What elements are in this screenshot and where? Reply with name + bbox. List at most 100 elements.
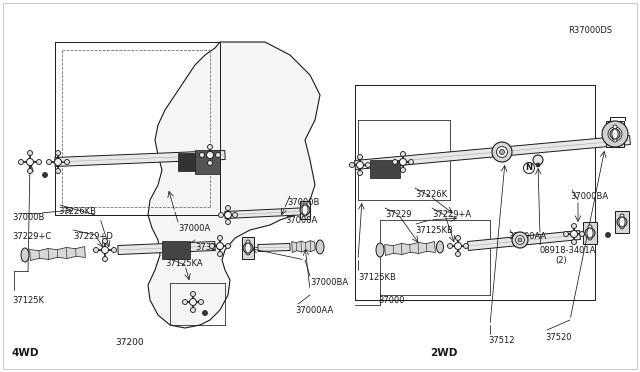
Ellipse shape [612, 129, 618, 139]
Ellipse shape [245, 243, 251, 253]
Circle shape [572, 224, 577, 228]
Circle shape [456, 235, 461, 241]
Circle shape [303, 203, 307, 207]
Ellipse shape [21, 248, 29, 262]
Circle shape [356, 161, 364, 169]
Circle shape [232, 212, 237, 218]
Text: 37000A: 37000A [178, 224, 211, 233]
Circle shape [401, 167, 406, 173]
Text: R37000DS: R37000DS [568, 26, 612, 35]
Circle shape [200, 153, 205, 157]
Polygon shape [355, 135, 630, 170]
Circle shape [218, 251, 223, 257]
Circle shape [492, 142, 512, 162]
Circle shape [608, 127, 622, 141]
Text: 4WD: 4WD [12, 348, 40, 358]
Circle shape [613, 125, 617, 129]
Text: 37229+C: 37229+C [12, 232, 51, 241]
Polygon shape [385, 241, 435, 256]
Circle shape [56, 169, 61, 173]
Circle shape [463, 244, 468, 248]
Text: 37000A: 37000A [285, 216, 317, 225]
Circle shape [36, 160, 42, 164]
Circle shape [207, 151, 214, 158]
Text: 37125K: 37125K [12, 296, 44, 305]
Polygon shape [225, 208, 310, 218]
Text: 2WD: 2WD [430, 348, 458, 358]
Circle shape [572, 240, 577, 244]
Circle shape [536, 163, 540, 167]
Circle shape [602, 121, 628, 147]
Circle shape [19, 160, 24, 164]
Circle shape [182, 299, 188, 305]
Polygon shape [258, 244, 290, 251]
Circle shape [516, 235, 524, 244]
Circle shape [225, 244, 230, 248]
Circle shape [207, 144, 212, 150]
Ellipse shape [316, 240, 324, 254]
Circle shape [225, 205, 230, 211]
Circle shape [102, 238, 108, 244]
Circle shape [497, 147, 508, 157]
Circle shape [189, 298, 196, 305]
Circle shape [570, 231, 577, 237]
Circle shape [198, 299, 204, 305]
Circle shape [102, 247, 109, 253]
Text: 37125KA: 37125KA [165, 259, 203, 268]
Bar [583, 222, 597, 244]
Circle shape [447, 244, 452, 248]
Text: 37320: 37320 [195, 243, 221, 252]
Bar [195, 150, 220, 174]
Polygon shape [29, 247, 85, 260]
Circle shape [28, 169, 33, 173]
Text: 37000AA: 37000AA [508, 232, 547, 241]
Circle shape [399, 158, 406, 166]
Circle shape [28, 151, 33, 155]
Circle shape [610, 129, 620, 139]
Circle shape [303, 212, 307, 216]
Circle shape [300, 205, 310, 215]
Circle shape [243, 243, 253, 253]
Circle shape [563, 231, 568, 237]
Polygon shape [148, 42, 320, 328]
Circle shape [216, 153, 221, 157]
Circle shape [588, 225, 592, 229]
Circle shape [613, 138, 617, 142]
Circle shape [585, 228, 595, 238]
Circle shape [209, 244, 214, 248]
Circle shape [588, 236, 592, 240]
Ellipse shape [376, 243, 384, 257]
Ellipse shape [302, 205, 308, 215]
Ellipse shape [587, 228, 593, 238]
Circle shape [617, 217, 627, 227]
Ellipse shape [619, 217, 625, 227]
Circle shape [225, 212, 232, 218]
Circle shape [349, 163, 355, 167]
Text: (2): (2) [555, 256, 567, 265]
Text: 37512: 37512 [488, 336, 515, 345]
Bar [370, 160, 400, 178]
Bar [178, 153, 208, 171]
Bar [606, 121, 624, 147]
Circle shape [56, 151, 61, 155]
Bar [615, 211, 629, 233]
Text: N: N [525, 164, 532, 173]
Text: 37125KB: 37125KB [415, 226, 453, 235]
Circle shape [191, 308, 195, 312]
Circle shape [42, 173, 47, 177]
Circle shape [401, 151, 406, 157]
Circle shape [499, 150, 504, 154]
Text: 37125KB: 37125KB [358, 273, 396, 282]
Polygon shape [118, 241, 215, 254]
Circle shape [218, 212, 223, 218]
Circle shape [202, 311, 207, 315]
Circle shape [454, 243, 461, 250]
Circle shape [392, 160, 397, 164]
Circle shape [65, 160, 70, 164]
Text: 37000B: 37000B [287, 198, 319, 207]
Text: 37229+D: 37229+D [73, 232, 113, 241]
Circle shape [358, 154, 362, 160]
Polygon shape [468, 231, 580, 250]
Text: 37000: 37000 [378, 296, 404, 305]
Polygon shape [292, 241, 315, 253]
